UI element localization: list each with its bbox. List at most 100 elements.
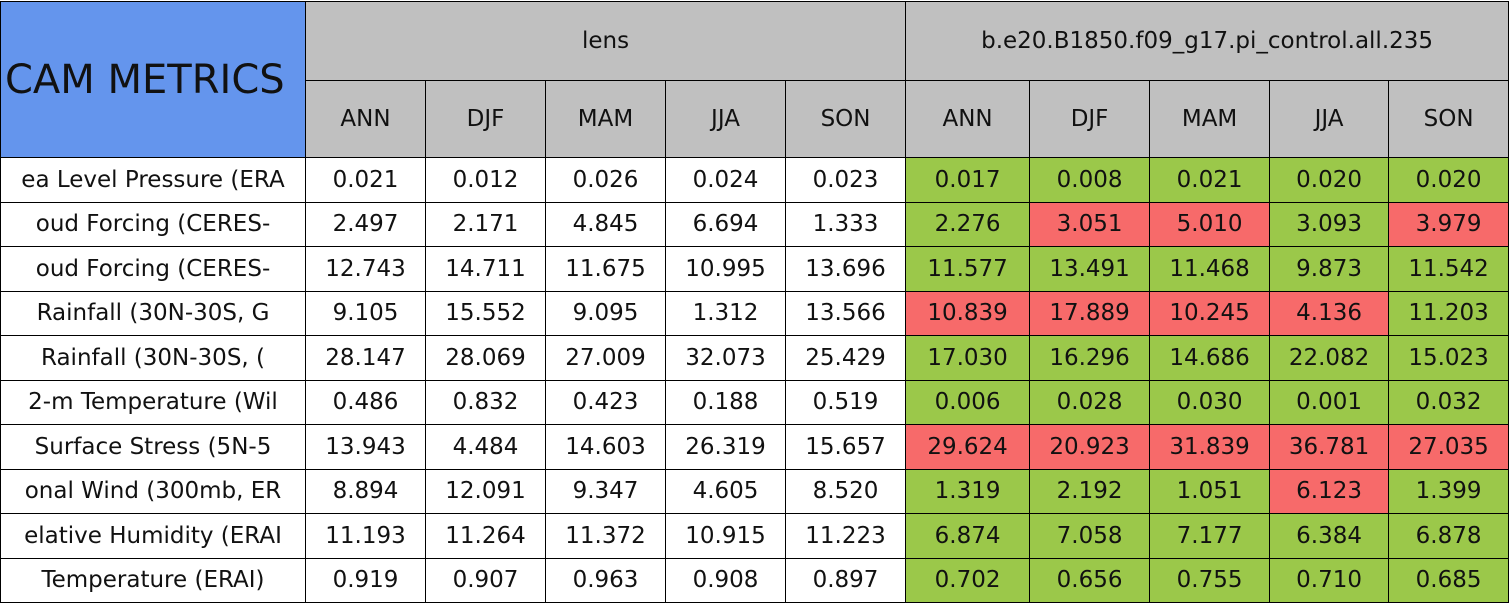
lens-value: 2.497 bbox=[305, 201, 426, 247]
metric-row: Surface Stress (5N-5 13.943 4.484 14.603 26.… bbox=[0, 424, 1510, 470]
metric-label-text: oud Forcing (CERES- bbox=[35, 255, 271, 282]
metric-label: oud Forcing (CERES- bbox=[0, 201, 306, 247]
season-header: DJF bbox=[1029, 80, 1151, 158]
model-value: 0.006 bbox=[905, 379, 1031, 425]
model-value: 7.177 bbox=[1149, 513, 1271, 559]
lens-value: 28.069 bbox=[425, 335, 546, 381]
model-value: 0.032 bbox=[1388, 379, 1510, 425]
metric-label-text: 2-m Temperature (Wil bbox=[28, 389, 278, 416]
lens-value: 13.566 bbox=[784, 290, 907, 336]
model-value: 7.058 bbox=[1029, 513, 1151, 559]
metric-row: onal Wind (300mb, ER 8.894 12.091 9.347 4.60… bbox=[0, 468, 1510, 514]
group-header: b.e20.B1850.f09_g17.pi_control.all.235 bbox=[905, 1, 1510, 81]
model-value: 4.136 bbox=[1269, 290, 1390, 336]
season-header: JJA bbox=[665, 80, 786, 158]
lens-value: 10.995 bbox=[665, 246, 786, 292]
lens-value: 15.657 bbox=[784, 424, 907, 470]
lens-value: 9.105 bbox=[305, 290, 426, 336]
model-value: 16.296 bbox=[1029, 335, 1151, 381]
model-value: 22.082 bbox=[1269, 335, 1390, 381]
model-value: 11.577 bbox=[905, 246, 1031, 292]
lens-value: 32.073 bbox=[665, 335, 786, 381]
model-value: 11.468 bbox=[1149, 246, 1271, 292]
model-value: 2.192 bbox=[1029, 468, 1151, 514]
group-header: lens bbox=[304, 1, 907, 81]
lens-value: 0.963 bbox=[545, 557, 666, 603]
model-value: 3.979 bbox=[1388, 201, 1510, 247]
lens-value: 1.333 bbox=[784, 201, 907, 247]
lens-value: 8.894 bbox=[305, 468, 426, 514]
metric-label: onal Wind (300mb, ER bbox=[0, 468, 306, 514]
model-value: 1.319 bbox=[905, 468, 1031, 514]
model-value: 6.384 bbox=[1269, 513, 1390, 559]
metric-label-text: oud Forcing (CERES- bbox=[35, 211, 271, 238]
table-header: CAM METRICS lens b.e20.B1850.f09_g17.pi_c… bbox=[0, 1, 1510, 158]
metric-label: oud Forcing (CERES- bbox=[0, 246, 306, 292]
model-value: 11.203 bbox=[1388, 290, 1510, 336]
metric-label-text: Temperature (ERAI) bbox=[41, 567, 265, 594]
model-value: 13.491 bbox=[1029, 246, 1151, 292]
season-row: ANN DJF MAM JJA SON ANN DJF MAM JJA SON bbox=[1, 80, 1510, 158]
model-value: 29.624 bbox=[905, 424, 1031, 470]
lens-value: 11.675 bbox=[545, 246, 666, 292]
season-header: ANN bbox=[905, 80, 1031, 158]
lens-value: 4.845 bbox=[545, 201, 666, 247]
lens-value: 0.832 bbox=[425, 379, 546, 425]
lens-value: 14.711 bbox=[425, 246, 546, 292]
metric-row: 2-m Temperature (Wil 0.486 0.832 0.423 0.188… bbox=[0, 379, 1510, 425]
model-value: 2.276 bbox=[905, 201, 1031, 247]
model-value: 0.030 bbox=[1149, 379, 1271, 425]
lens-value: 11.223 bbox=[784, 513, 907, 559]
season-header: ANN bbox=[305, 80, 426, 158]
metric-label-text: Rainfall (30N-30S, G bbox=[36, 300, 270, 327]
model-value: 11.542 bbox=[1388, 246, 1510, 292]
lens-value: 27.009 bbox=[545, 335, 666, 381]
metric-row: ea Level Pressure (ERA 0.021 0.012 0.026 0.0… bbox=[0, 157, 1510, 203]
model-value: 3.051 bbox=[1029, 201, 1151, 247]
lens-value: 0.486 bbox=[305, 379, 426, 425]
season-header: SON bbox=[784, 80, 907, 158]
model-value: 6.874 bbox=[905, 513, 1031, 559]
lens-value: 0.012 bbox=[425, 157, 546, 203]
model-value: 10.245 bbox=[1149, 290, 1271, 336]
metric-label-text: Surface Stress (5N-5 bbox=[34, 433, 272, 460]
season-header: MAM bbox=[1149, 80, 1271, 158]
metric-row: Rainfall (30N-30S, G 9.105 15.552 9.095 1.31… bbox=[0, 290, 1510, 336]
lens-value: 0.907 bbox=[425, 557, 546, 603]
lens-value: 0.023 bbox=[784, 157, 907, 203]
model-value: 5.010 bbox=[1149, 201, 1271, 247]
metric-label-text: ea Level Pressure (ERA bbox=[21, 166, 285, 193]
model-value: 31.839 bbox=[1149, 424, 1271, 470]
lens-value: 0.519 bbox=[784, 379, 907, 425]
metric-row: oud Forcing (CERES- 2.497 2.171 4.845 6.694 1… bbox=[0, 201, 1510, 247]
model-value: 0.656 bbox=[1029, 557, 1151, 603]
model-value: 0.001 bbox=[1269, 379, 1390, 425]
lens-value: 12.091 bbox=[425, 468, 546, 514]
model-value: 9.873 bbox=[1269, 246, 1390, 292]
lens-value: 0.423 bbox=[545, 379, 666, 425]
model-value: 0.020 bbox=[1388, 157, 1510, 203]
metric-row: oud Forcing (CERES- 12.743 14.711 11.675 10.… bbox=[0, 246, 1510, 292]
lens-value: 11.372 bbox=[545, 513, 666, 559]
metric-label-text: Rainfall (30N-30S, ( bbox=[40, 344, 266, 371]
metric-label: Rainfall (30N-30S, G bbox=[0, 290, 306, 336]
metric-label: ea Level Pressure (ERA bbox=[0, 157, 306, 203]
lens-value: 14.603 bbox=[545, 424, 666, 470]
model-value: 10.839 bbox=[905, 290, 1031, 336]
lens-value: 0.026 bbox=[545, 157, 666, 203]
model-value: 0.028 bbox=[1029, 379, 1151, 425]
lens-value: 0.024 bbox=[665, 157, 786, 203]
model-value: 0.685 bbox=[1388, 557, 1510, 603]
table-title: CAM METRICS bbox=[0, 1, 306, 158]
model-value: 6.123 bbox=[1269, 468, 1390, 514]
lens-value: 0.919 bbox=[305, 557, 426, 603]
lens-value: 0.188 bbox=[665, 379, 786, 425]
table-body: ea Level Pressure (ERA 0.021 0.012 0.026 0.0… bbox=[0, 157, 1510, 603]
lens-value: 13.943 bbox=[305, 424, 426, 470]
header-row: CAM METRICS lens b.e20.B1850.f09_g17.pi_c… bbox=[0, 1, 1510, 158]
metric-label: 2-m Temperature (Wil bbox=[0, 379, 306, 425]
lens-value: 4.484 bbox=[425, 424, 546, 470]
model-value: 3.093 bbox=[1269, 201, 1390, 247]
